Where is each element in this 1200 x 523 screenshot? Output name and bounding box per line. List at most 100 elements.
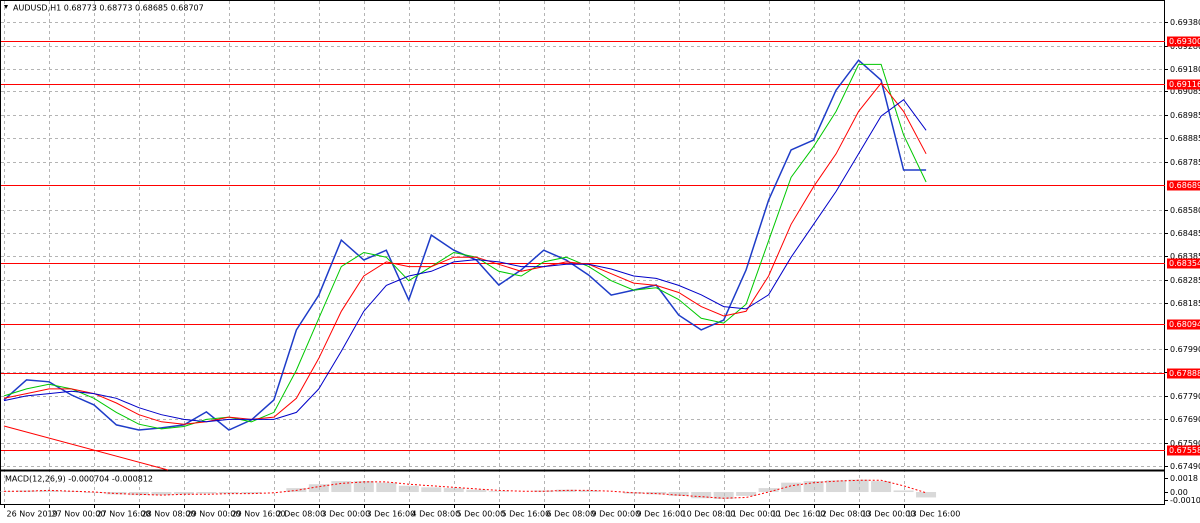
- level-label-box: [1167, 445, 1200, 456]
- macd-bar: [488, 491, 509, 493]
- x-tick-label: 29 Nov 00:00: [187, 510, 241, 519]
- y-tick-label: 0.67590: [1170, 439, 1200, 448]
- y-tick-label: 0.68885: [1170, 134, 1200, 143]
- macd-bar: [196, 492, 217, 494]
- y-tick-label: 0.67490: [1170, 462, 1200, 471]
- macd-bar: [443, 488, 464, 493]
- macd-bar: [398, 485, 419, 493]
- macd-bar: [353, 481, 374, 493]
- level-label: 0.67888: [1169, 369, 1200, 378]
- macd-y-tick-label: 0.0018: [1170, 474, 1198, 483]
- y-tick-label: 0.68485: [1170, 229, 1200, 238]
- x-tick-label: 9 Dec 16:00: [637, 510, 686, 519]
- y-tick-label: 0.68785: [1170, 158, 1200, 167]
- y-tick-label: 0.68985: [1170, 111, 1200, 120]
- macd-bar: [38, 490, 59, 493]
- trend-line: [3, 425, 169, 471]
- level-label: 0.69300: [1169, 37, 1200, 46]
- x-tick-label: 29 Nov 16:00: [232, 510, 286, 519]
- y-tick-label: 0.67990: [1170, 345, 1200, 354]
- macd-bar: [0, 491, 14, 493]
- macd-bar: [308, 484, 329, 493]
- macd-bar: [218, 492, 239, 494]
- x-tick-label: 27 Nov 00:00: [52, 510, 106, 519]
- macd-y-tick-label: 0.00: [1170, 488, 1188, 497]
- macd-bar: [691, 492, 712, 499]
- level-label-box: [1167, 180, 1200, 191]
- macd-bar: [466, 489, 487, 493]
- x-tick-label: 10 Dec 08:00: [682, 510, 736, 519]
- macd-bar: [781, 482, 802, 493]
- x-tick-label: 27 Nov 16:00: [97, 510, 151, 519]
- x-tick-label: 13 Dec 00:00: [862, 510, 916, 519]
- macd-bar: [16, 490, 37, 493]
- macd-bar: [83, 492, 104, 493]
- macd-bar: [421, 487, 442, 493]
- y-tick-label: 0.67790: [1170, 392, 1200, 401]
- macd-bar: [556, 489, 577, 493]
- level-label: 0.68354: [1169, 259, 1200, 268]
- level-label-box: [1167, 368, 1200, 379]
- macd-bar: [826, 480, 847, 493]
- macd-bar: [173, 492, 194, 495]
- y-tick-label: 0.69380: [1170, 18, 1200, 27]
- chart-title: AUDUSD,H1 0.68773 0.68773 0.68685 0.6870…: [13, 4, 204, 13]
- y-tick-label: 0.69085: [1170, 87, 1200, 96]
- macd-bar: [376, 482, 397, 493]
- x-tick-label: 5 Dec 16:00: [502, 510, 551, 519]
- x-tick-label: 3 Dec 00:00: [322, 510, 371, 519]
- macd-bar: [803, 481, 824, 493]
- y-tick-label: 0.67690: [1170, 415, 1200, 424]
- series-line: [3, 82, 927, 425]
- macd-bar: [713, 492, 734, 500]
- level-label-box: [1167, 258, 1200, 269]
- series-line: [3, 99, 927, 423]
- level-label: 0.68094: [1169, 320, 1200, 329]
- level-label-box: [1167, 79, 1200, 90]
- macd-bar: [331, 481, 352, 493]
- macd-title: MACD(12,26,9) -0.000704 -0.000812: [5, 475, 153, 484]
- x-tick-label: 26 Nov 2019: [7, 510, 58, 519]
- level-label: 0.67558: [1169, 446, 1200, 455]
- x-tick-label: 12 Dec 08:00: [817, 510, 871, 519]
- x-tick-label: 6 Dec 08:00: [547, 510, 596, 519]
- x-tick-label: 13 Dec 16:00: [907, 510, 961, 519]
- macd-bar: [893, 490, 914, 493]
- y-tick-label: 0.69180: [1170, 65, 1200, 74]
- macd-bar: [623, 492, 644, 494]
- macd-signal: [4, 479, 927, 499]
- macd-bar: [241, 492, 262, 494]
- macd-bar: [758, 488, 779, 493]
- x-tick-label: 4 Dec 08:00: [412, 510, 461, 519]
- macd-bar: [578, 490, 599, 493]
- y-tick-label: 0.68285: [1170, 276, 1200, 285]
- level-label: 0.69116: [1169, 80, 1200, 89]
- x-tick-label: 11 Dec 16:00: [772, 510, 826, 519]
- x-tick-label: 11 Dec 00:00: [727, 510, 781, 519]
- level-label-box: [1167, 319, 1200, 330]
- x-tick-label: 28 Nov 08:00: [142, 510, 196, 519]
- y-tick-label: 0.68385: [1170, 252, 1200, 261]
- macd-bar: [848, 479, 869, 493]
- y-tick-label: 0.68580: [1170, 206, 1200, 215]
- arrow-icon: [4, 5, 8, 9]
- level-label-box: [1167, 36, 1200, 47]
- y-tick-label: 0.68185: [1170, 299, 1200, 308]
- x-tick-label: 2 Dec 08:00: [277, 510, 326, 519]
- x-tick-label: 3 Dec 16:00: [367, 510, 416, 519]
- series-line: [3, 63, 927, 430]
- macd-bar: [871, 481, 892, 493]
- x-tick-label: 5 Dec 00:00: [457, 510, 506, 519]
- x-tick-label: 9 Dec 00:00: [592, 510, 641, 519]
- macd-bar: [668, 492, 689, 496]
- macd-bar: [128, 492, 149, 496]
- macd-bar: [61, 491, 82, 493]
- plot-frame: [0, 0, 1165, 505]
- macd-y-tick-label: -0.001032: [1170, 496, 1200, 505]
- level-label: 0.68689: [1169, 181, 1200, 190]
- macd-bar: [736, 492, 757, 496]
- macd-bar: [151, 492, 172, 496]
- macd-bar: [916, 492, 937, 498]
